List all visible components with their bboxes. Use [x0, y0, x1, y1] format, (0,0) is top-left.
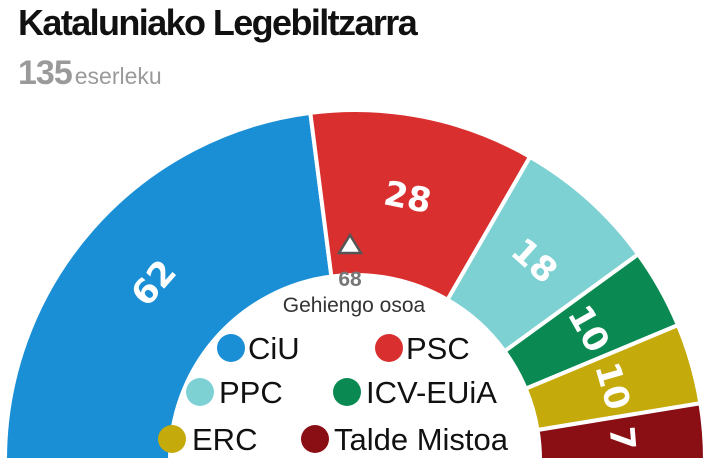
legend-label-icv-euia: ICV-EUiA	[366, 375, 497, 410]
seats-unit: eserleku	[74, 63, 162, 89]
segment-value-talde-mistoa: 7	[601, 425, 643, 452]
legend-label-psc: PSC	[406, 331, 470, 366]
chart-legend: CiU PSC PPC ICV-EUiA ERC Talde Mistoa	[158, 331, 509, 457]
seats-subtitle: 135 eserleku	[18, 54, 162, 93]
legend-label-erc: ERC	[192, 422, 257, 457]
majority-marker: 68 Gehiengo osoa	[283, 232, 426, 317]
majority-label: Gehiengo osoa	[283, 294, 426, 317]
legend-swatch-psc	[375, 334, 403, 362]
legend-swatch-erc	[158, 425, 186, 453]
legend-label-ppc: PPC	[219, 375, 283, 410]
legend-label-talde-mistoa: Talde Mistoa	[334, 422, 509, 457]
chart-segments	[3, 108, 707, 462]
legend-swatch-ppc	[186, 378, 214, 406]
chart-title: Kataluniako Legebiltzarra	[18, 2, 418, 43]
majority-triangle-icon	[336, 232, 364, 255]
segment-talde-mistoa	[535, 401, 707, 462]
legend-swatch-ciu	[217, 334, 245, 362]
legend-swatch-talde-mistoa	[301, 425, 329, 453]
majority-value: 68	[338, 268, 362, 291]
segment-ciu	[3, 110, 334, 462]
legend-swatch-icv-euia	[333, 378, 361, 406]
legend-label-ciu: CiU	[248, 331, 300, 366]
segment-value-psc: 28	[380, 173, 434, 222]
seats-total: 135	[18, 54, 73, 92]
